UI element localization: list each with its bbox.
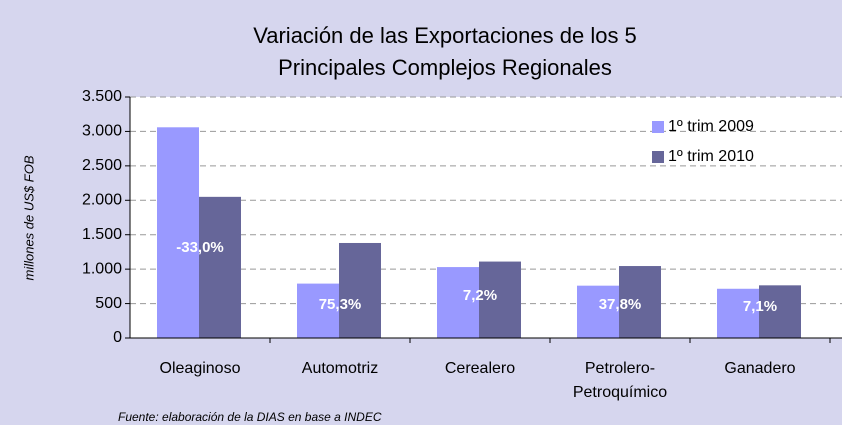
legend-swatch (652, 121, 664, 133)
legend-label: 1º trim 2009 (668, 118, 754, 135)
x-tick-label: Ganadero (724, 360, 796, 377)
legend-label: 1º trim 2010 (668, 148, 754, 165)
y-tick-label: 2.000 (82, 192, 122, 209)
source: Fuente: elaboración de la DIAS en base a… (118, 410, 382, 424)
bar (717, 288, 759, 338)
y-tick-label: 3.500 (82, 88, 122, 105)
annotation: 75,3% (319, 296, 362, 313)
y-axis-label: millones de US$ FOB (21, 155, 36, 280)
annotation: 7,2% (463, 287, 497, 304)
legend-swatch (652, 151, 664, 163)
y-tick-label: 3.000 (82, 123, 122, 140)
bar (759, 285, 801, 338)
bar (437, 267, 479, 338)
bar (577, 285, 619, 338)
y-tick-label: 1.000 (82, 260, 122, 277)
y-tick-label: 1.500 (82, 226, 122, 243)
x-tick-label: Cerealero (444, 360, 516, 377)
bar (199, 196, 241, 338)
y-tick-label: 0 (113, 329, 122, 346)
annotation: 7,1% (743, 298, 777, 315)
chart-title: Variación de las Exportaciones de los 5 … (253, 23, 637, 80)
annotation: 37,8% (599, 296, 642, 313)
x-tick-label: Oleaginoso (159, 360, 241, 377)
x-tick-label: Petrolero-Petroquímico (572, 360, 668, 401)
y-tick-label: 500 (95, 295, 122, 312)
bar (479, 261, 521, 338)
y-tick-label: 2.500 (82, 157, 122, 174)
x-tick-label: Automotriz (301, 360, 379, 377)
bar (157, 127, 199, 338)
bar (339, 242, 381, 338)
bar (619, 266, 661, 338)
bar (297, 283, 339, 338)
annotation: -33,0% (176, 239, 224, 256)
